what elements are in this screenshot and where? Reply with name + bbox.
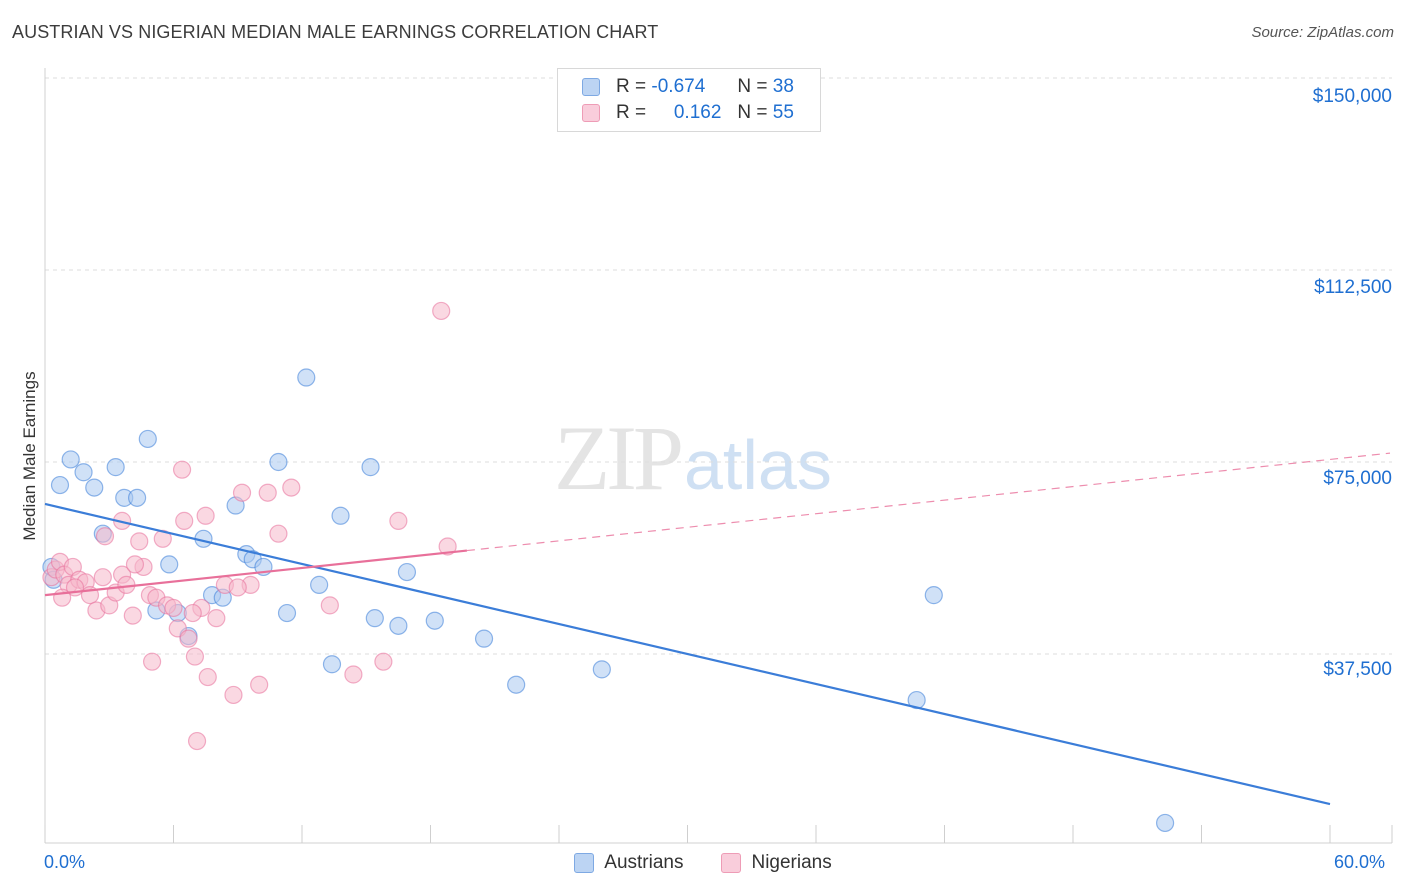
point-austrians bbox=[310, 575, 329, 594]
point-austrians bbox=[106, 458, 125, 477]
point-austrians bbox=[361, 458, 380, 477]
source-credit: Source: ZipAtlas.com bbox=[1251, 24, 1394, 41]
point-nigerians bbox=[282, 478, 301, 497]
point-nigerians bbox=[130, 532, 149, 551]
point-nigerians bbox=[187, 731, 207, 751]
point-austrians bbox=[331, 506, 350, 525]
legend-swatch-austrians bbox=[582, 78, 600, 96]
trend-lines bbox=[44, 452, 1391, 806]
point-nigerians bbox=[153, 529, 172, 548]
point-nigerians bbox=[232, 483, 252, 502]
point-austrians bbox=[297, 368, 316, 387]
point-nigerians bbox=[258, 483, 277, 502]
axes bbox=[44, 68, 1393, 844]
point-nigerians bbox=[198, 667, 217, 687]
point-austrians bbox=[127, 488, 147, 507]
point-nigerians bbox=[389, 511, 408, 530]
point-nigerians bbox=[207, 609, 226, 628]
legend-r-value: -0.674 bbox=[651, 76, 706, 97]
x-tick-label-min: 0.0% bbox=[44, 852, 86, 872]
point-austrians bbox=[924, 586, 943, 605]
trend-line-austrians bbox=[44, 502, 1331, 806]
y-tick-label-112500: $112,500 bbox=[1314, 277, 1392, 298]
point-nigerians bbox=[175, 511, 194, 530]
legend-swatch-nigerians bbox=[721, 853, 742, 873]
point-austrians bbox=[397, 562, 417, 582]
legend-swatch-austrians bbox=[574, 853, 595, 873]
trend-line-extension-nigerians bbox=[466, 452, 1391, 552]
point-nigerians bbox=[438, 537, 457, 556]
point-austrians bbox=[277, 603, 297, 623]
point-austrians bbox=[507, 675, 526, 694]
legend-n-value: 55 bbox=[772, 102, 794, 123]
y-axis-label: Median Male Earnings bbox=[20, 371, 39, 541]
point-nigerians bbox=[93, 568, 112, 587]
point-nigerians bbox=[125, 555, 145, 574]
point-nigerians bbox=[320, 596, 339, 615]
legend-r-label: R = bbox=[616, 76, 647, 97]
point-nigerians bbox=[374, 652, 393, 671]
trend-line-nigerians bbox=[44, 549, 468, 597]
point-nigerians bbox=[179, 629, 198, 648]
watermark-zip: ZIP bbox=[554, 407, 684, 509]
x-tick-label-max: 60.0% bbox=[1334, 852, 1386, 872]
point-nigerians bbox=[224, 685, 243, 705]
legend-n-label: N = bbox=[737, 102, 768, 123]
point-nigerians bbox=[344, 665, 363, 684]
legend-r-value: 0.162 bbox=[673, 102, 722, 123]
y-tick-label-150000: $150,000 bbox=[1312, 86, 1392, 107]
watermark: ZIPatlas bbox=[554, 405, 832, 511]
point-nigerians bbox=[228, 578, 247, 597]
y-tick-label-75000: $75,000 bbox=[1323, 468, 1392, 489]
point-nigerians bbox=[196, 506, 215, 525]
point-austrians bbox=[61, 450, 80, 469]
point-nigerians bbox=[269, 524, 288, 543]
point-austrians bbox=[474, 629, 494, 648]
point-austrians bbox=[138, 429, 157, 449]
watermark-atlas: atlas bbox=[684, 426, 832, 504]
point-austrians bbox=[160, 555, 179, 574]
stats-legend: R = -0.674 N = 38 R = 0.162 N = 55 bbox=[557, 68, 821, 132]
legend-item-austrians: Austrians bbox=[574, 852, 683, 874]
point-austrians bbox=[269, 452, 288, 472]
point-austrians bbox=[322, 655, 342, 674]
point-nigerians bbox=[172, 460, 192, 479]
point-austrians bbox=[74, 463, 93, 482]
data-points bbox=[42, 301, 1175, 833]
legend-n-label: N = bbox=[737, 76, 768, 97]
legend-item-nigerians: Nigerians bbox=[721, 852, 832, 874]
point-nigerians bbox=[250, 675, 269, 694]
legend-n-value: 38 bbox=[772, 76, 794, 97]
chart-title: AUSTRIAN VS NIGERIAN MEDIAN MALE EARNING… bbox=[12, 22, 659, 42]
legend-swatch-nigerians bbox=[582, 104, 600, 122]
point-nigerians bbox=[185, 647, 205, 666]
legend-row-austrians: R = -0.674 N = 38 bbox=[582, 74, 794, 100]
series-legend: Austrians Nigerians bbox=[0, 852, 1406, 874]
legend-label-nigerians: Nigerians bbox=[751, 852, 832, 873]
point-austrians bbox=[389, 616, 408, 635]
legend-label-austrians: Austrians bbox=[604, 852, 684, 873]
point-austrians bbox=[50, 475, 70, 495]
point-nigerians bbox=[164, 598, 183, 618]
point-nigerians bbox=[95, 527, 115, 546]
legend-r-label: R = bbox=[616, 102, 647, 123]
point-nigerians bbox=[123, 606, 142, 625]
point-austrians bbox=[592, 660, 611, 679]
y-tick-label-37500: $37,500 bbox=[1323, 659, 1392, 680]
point-austrians bbox=[425, 611, 444, 630]
legend-row-nigerians: R = 0.162 N = 55 bbox=[582, 100, 794, 126]
point-nigerians bbox=[142, 652, 162, 671]
grid-lines bbox=[45, 77, 1392, 655]
point-nigerians bbox=[183, 603, 202, 623]
point-austrians bbox=[85, 478, 104, 497]
point-austrians bbox=[1155, 813, 1175, 833]
point-nigerians bbox=[432, 301, 451, 321]
point-austrians bbox=[365, 609, 384, 628]
